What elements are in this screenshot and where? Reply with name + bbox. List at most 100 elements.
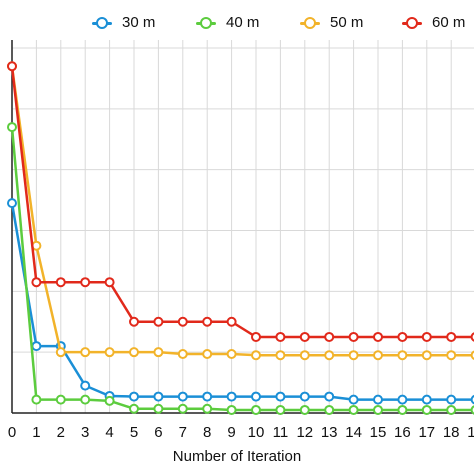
data-point bbox=[80, 277, 91, 288]
x-tick-label: 8 bbox=[203, 424, 211, 441]
x-tick-label: 2 bbox=[57, 424, 65, 441]
x-tick-labels: 012345678910111213141516171819 bbox=[8, 424, 474, 441]
series-line bbox=[10, 202, 474, 401]
data-point bbox=[324, 331, 335, 342]
data-point bbox=[446, 350, 457, 361]
data-point bbox=[251, 391, 261, 402]
data-point bbox=[226, 348, 237, 359]
legend: 30 m 40 m 50 m 60 m bbox=[0, 14, 474, 40]
x-tick-label: 17 bbox=[418, 424, 435, 441]
data-point bbox=[446, 331, 457, 342]
series-group bbox=[7, 61, 474, 415]
legend-item-30m: 30 m bbox=[92, 14, 155, 31]
data-point bbox=[55, 347, 66, 358]
data-point bbox=[299, 350, 310, 361]
data-point bbox=[373, 350, 383, 361]
data-point bbox=[31, 277, 42, 288]
data-point bbox=[80, 394, 91, 405]
data-point bbox=[275, 331, 286, 342]
data-point bbox=[470, 332, 474, 342]
x-tick-label: 15 bbox=[370, 424, 387, 441]
legend-item-60m: 60 m bbox=[402, 14, 465, 31]
data-point bbox=[202, 348, 213, 359]
legend-label-50m: 50 m bbox=[330, 14, 364, 31]
data-point bbox=[55, 394, 66, 405]
x-tick-label: 0 bbox=[8, 424, 16, 441]
data-point bbox=[153, 403, 164, 414]
data-point bbox=[324, 391, 335, 402]
data-point bbox=[470, 405, 474, 415]
legend-label-40m: 40 m bbox=[226, 14, 260, 31]
data-point bbox=[324, 350, 335, 361]
data-point bbox=[373, 404, 383, 415]
data-point bbox=[446, 394, 457, 405]
axes bbox=[11, 40, 474, 414]
data-point bbox=[202, 391, 213, 402]
data-point bbox=[348, 331, 359, 342]
x-tick-label: 11 bbox=[273, 424, 289, 441]
data-point bbox=[177, 391, 188, 402]
data-point bbox=[446, 404, 457, 415]
data-point bbox=[251, 331, 261, 342]
data-point bbox=[202, 316, 213, 327]
data-point bbox=[226, 316, 237, 327]
x-tick-label: 3 bbox=[81, 424, 89, 441]
x-tick-label: 12 bbox=[296, 424, 313, 441]
data-point bbox=[226, 404, 237, 415]
data-point bbox=[421, 350, 432, 361]
data-point bbox=[251, 404, 261, 415]
data-point bbox=[80, 347, 91, 358]
data-point bbox=[129, 391, 139, 402]
data-point bbox=[299, 331, 310, 342]
data-point bbox=[80, 380, 91, 391]
legend-swatch-40m bbox=[196, 16, 216, 29]
x-tick-label: 13 bbox=[321, 424, 338, 441]
data-point bbox=[373, 331, 383, 342]
data-point bbox=[324, 404, 335, 415]
data-point bbox=[153, 391, 164, 402]
data-point bbox=[104, 395, 115, 406]
data-point bbox=[55, 277, 66, 288]
series-line bbox=[10, 66, 474, 357]
data-point bbox=[397, 404, 408, 415]
series-line bbox=[10, 66, 474, 339]
data-point bbox=[129, 316, 139, 327]
legend-item-50m: 50 m bbox=[300, 14, 363, 31]
data-point bbox=[470, 350, 474, 360]
data-point bbox=[397, 350, 408, 361]
data-point bbox=[129, 403, 139, 414]
data-point bbox=[348, 350, 359, 361]
data-point bbox=[348, 394, 359, 405]
series-30m bbox=[7, 198, 474, 405]
data-point bbox=[251, 350, 261, 361]
legend-label-60m: 60 m bbox=[432, 14, 466, 31]
legend-swatch-60m bbox=[402, 16, 422, 29]
x-tick-label: 6 bbox=[154, 424, 162, 441]
legend-label-30m: 30 m bbox=[122, 14, 156, 31]
data-point bbox=[226, 391, 237, 402]
x-tick-label: 16 bbox=[394, 424, 411, 441]
data-point bbox=[202, 403, 213, 414]
data-point bbox=[421, 331, 432, 342]
data-point bbox=[31, 341, 42, 352]
series-40m bbox=[7, 122, 474, 415]
data-point bbox=[275, 404, 286, 415]
series-60m bbox=[7, 61, 474, 342]
data-point bbox=[31, 394, 42, 405]
data-point bbox=[275, 350, 286, 361]
x-tick-label: 7 bbox=[179, 424, 187, 441]
data-point bbox=[299, 391, 310, 402]
legend-swatch-50m bbox=[300, 16, 320, 29]
x-tick-label: 1 bbox=[32, 424, 40, 441]
data-point bbox=[421, 394, 432, 405]
data-point bbox=[153, 316, 164, 327]
data-point bbox=[104, 277, 115, 288]
series-50m bbox=[7, 61, 474, 361]
data-point bbox=[177, 348, 188, 359]
x-tick-label: 19 bbox=[467, 424, 474, 441]
x-tick-label: 14 bbox=[345, 424, 362, 441]
x-tick-label: 4 bbox=[105, 424, 113, 441]
legend-swatch-30m bbox=[92, 16, 112, 29]
data-point bbox=[129, 347, 139, 358]
